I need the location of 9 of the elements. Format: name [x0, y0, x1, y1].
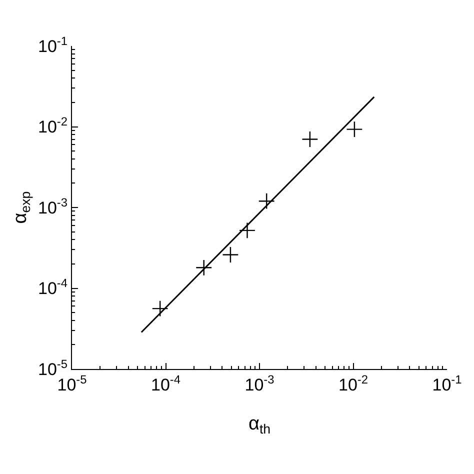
y-tick-label: 10$^{-4}$ [38, 276, 68, 298]
x-tick-label: 10$^{-2}$ [338, 372, 368, 394]
x-tick-label: 10$^{-1}$ [432, 372, 462, 394]
y-tick-label: 10$^{-2}$ [38, 114, 68, 137]
y-tick-label: 10$^{-1}$ [38, 34, 68, 56]
x-tick-label: 10$^{-4}$ [151, 372, 181, 394]
y-tick-label: 10$^{-3}$ [38, 195, 68, 218]
x-tick-label: 10$^{-3}$ [244, 372, 275, 394]
x-axis-title: α$_{th}$ [248, 413, 271, 436]
